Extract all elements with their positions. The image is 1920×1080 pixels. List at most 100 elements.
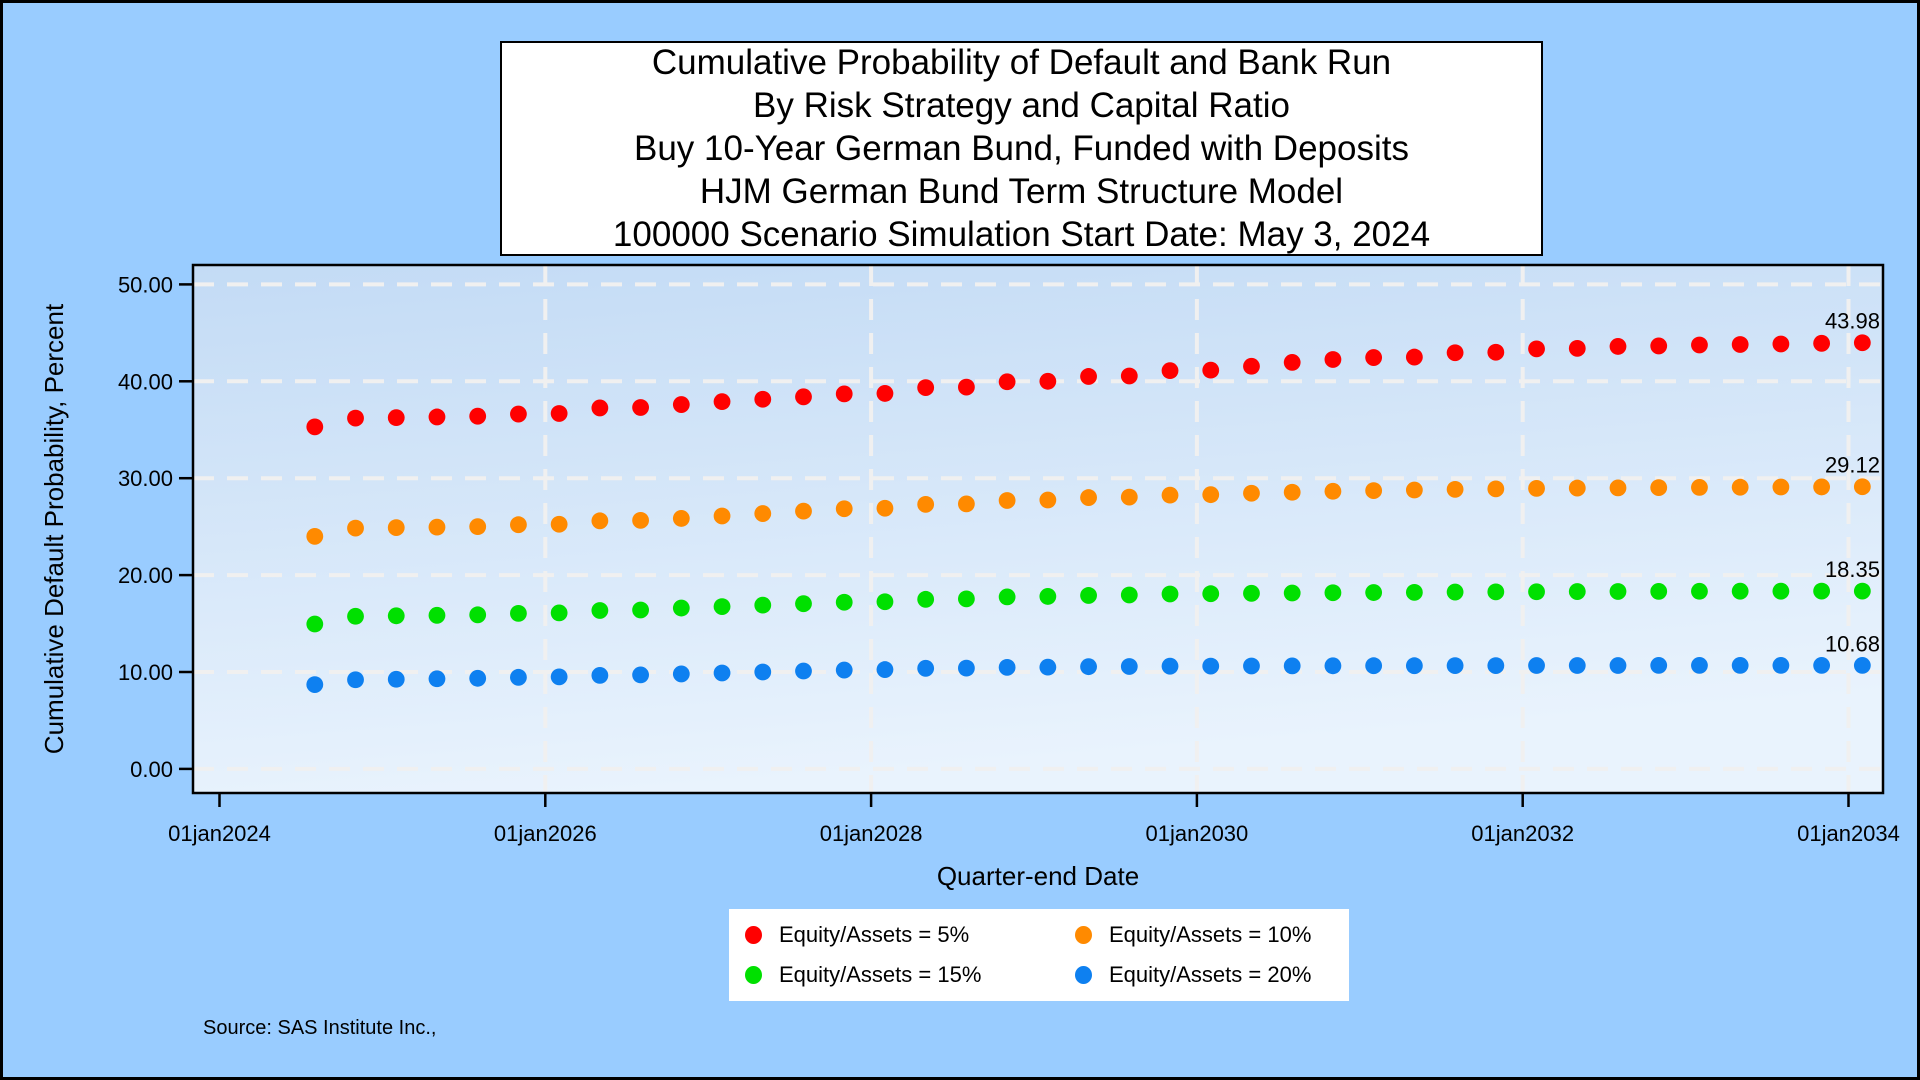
- data-point: [1813, 582, 1831, 600]
- data-point: [387, 670, 405, 688]
- data-point: [713, 507, 731, 525]
- red-dot-icon: [745, 926, 762, 944]
- data-point: [1528, 657, 1545, 674]
- data-point: [754, 390, 772, 408]
- green-dot-icon: [745, 966, 762, 984]
- orange-dot-icon: [1075, 926, 1092, 944]
- data-point: [469, 518, 487, 536]
- data-point: [1324, 351, 1342, 368]
- data-point: [1528, 340, 1545, 358]
- plot-frame: [191, 263, 1885, 795]
- data-point: [1691, 479, 1708, 496]
- data-point: [1731, 657, 1749, 674]
- data-point: [1283, 657, 1301, 675]
- data-point: [1853, 657, 1871, 674]
- data-point: [672, 665, 690, 683]
- data-point: [306, 418, 324, 436]
- data-point: [1446, 344, 1464, 362]
- data-point: [1446, 480, 1464, 498]
- data-point: [1691, 582, 1708, 600]
- data-point: [347, 519, 364, 537]
- data-point: [1080, 489, 1097, 506]
- data-point: [1853, 478, 1871, 496]
- data-point: [1120, 367, 1138, 385]
- data-point: [998, 492, 1016, 509]
- data-point: [1405, 657, 1423, 675]
- data-point: [998, 658, 1016, 676]
- data-point: [1650, 479, 1668, 496]
- data-point: [1487, 343, 1505, 361]
- data-point: [469, 606, 487, 624]
- title-line-1: Cumulative Probability of Default and Ba…: [651, 43, 1392, 82]
- data-point: [1324, 657, 1342, 675]
- data-point: [1120, 488, 1138, 506]
- legend-label-10pct: Equity/Assets = 10%: [1109, 922, 1312, 947]
- y-axis-tick-label: 10.00: [118, 660, 173, 685]
- data-point: [1161, 362, 1179, 380]
- data-point: [754, 663, 772, 681]
- data-point: [1650, 337, 1668, 355]
- data-point: [876, 385, 894, 402]
- x-axis-tick-label: 01jan2028: [820, 821, 923, 846]
- data-point: [306, 527, 324, 545]
- data-point: [957, 659, 975, 677]
- legend-label-20pct: Equity/Assets = 20%: [1109, 962, 1312, 987]
- data-point: [510, 516, 527, 534]
- data-point: [672, 396, 690, 413]
- y-axis-tick-label: 0.00: [130, 757, 173, 782]
- data-point: [1365, 349, 1383, 366]
- data-point: [1202, 657, 1220, 675]
- data-point: [835, 500, 853, 518]
- x-axis-tick-label: 01jan2024: [168, 821, 271, 846]
- y-axis-tick-label: 20.00: [118, 563, 173, 588]
- y-axis-tick-label: 30.00: [118, 466, 173, 491]
- data-point: [1039, 491, 1057, 509]
- data-point: [754, 505, 772, 522]
- data-point: [917, 659, 935, 677]
- data-point: [1691, 336, 1708, 354]
- data-point: [1365, 482, 1383, 500]
- data-point: [428, 670, 446, 688]
- data-point: [1731, 336, 1749, 353]
- data-point: [957, 378, 975, 396]
- data-point: [1772, 657, 1790, 674]
- data-point: [1283, 354, 1301, 371]
- data-point: [1853, 582, 1871, 600]
- data-point: [550, 668, 568, 686]
- title-line-2: By Risk Strategy and Capital Ratio: [753, 86, 1290, 125]
- data-point: [1487, 480, 1505, 498]
- data-point: [1691, 657, 1708, 674]
- data-point: [795, 595, 812, 613]
- data-point: [591, 666, 609, 684]
- series-end-label: 29.12: [1825, 453, 1880, 478]
- data-point: [1324, 584, 1342, 602]
- data-point: [917, 495, 935, 513]
- data-point: [347, 671, 364, 689]
- series-end-label: 10.68: [1825, 631, 1880, 656]
- data-point: [876, 593, 894, 611]
- data-point: [1853, 334, 1871, 352]
- data-point: [387, 519, 405, 537]
- data-point: [1365, 584, 1383, 601]
- series-end-label: 43.98: [1825, 309, 1880, 334]
- legend-label-15pct: Equity/Assets = 15%: [779, 962, 982, 987]
- title-line-5: 100000 Scenario Simulation Start Date: M…: [612, 215, 1431, 254]
- data-point: [1283, 584, 1301, 602]
- data-point: [957, 590, 975, 608]
- legend-item-15pct: Equity/Assets = 15%: [745, 962, 1075, 988]
- data-point: [1731, 582, 1749, 600]
- y-axis-tick-label: 50.00: [118, 272, 173, 297]
- data-point: [1039, 588, 1057, 605]
- data-point: [1731, 478, 1749, 496]
- data-point: [1243, 584, 1260, 602]
- data-point: [795, 388, 812, 406]
- plot-canvas: 0.00 10.00 20.00 30.00 40.00 50.00 01jan2024 01…: [39, 263, 1900, 891]
- data-point: [1528, 583, 1545, 601]
- data-point: [1202, 486, 1220, 504]
- data-point: [876, 499, 894, 517]
- legend-item-5pct: Equity/Assets = 5%: [745, 922, 1075, 948]
- data-point: [1202, 585, 1220, 603]
- data-point: [1772, 478, 1790, 496]
- data-point: [1813, 478, 1831, 496]
- data-point: [1446, 657, 1464, 675]
